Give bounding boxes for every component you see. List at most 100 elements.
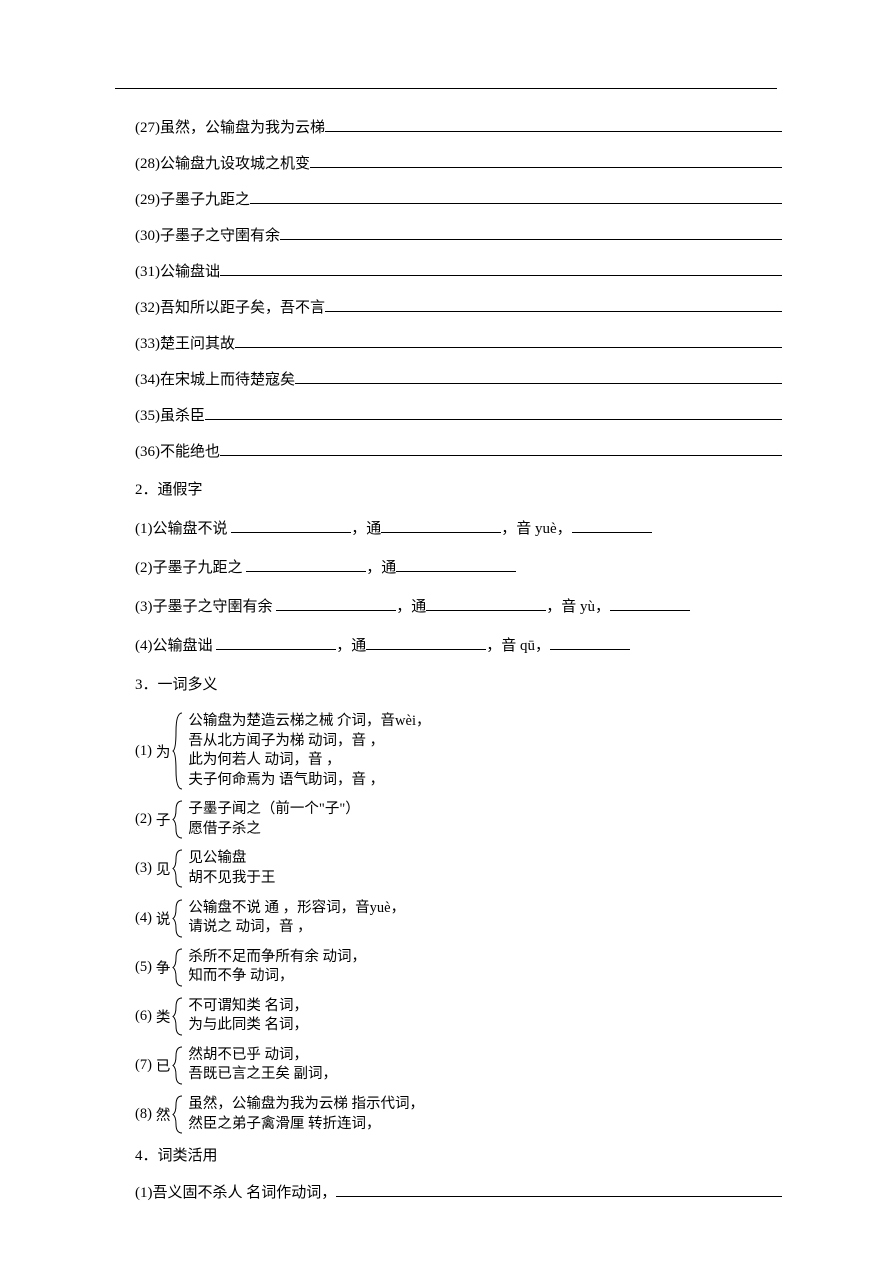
polysemy-line: 为与此同类 名词， (188, 1016, 782, 1036)
brace-icon (172, 849, 184, 888)
item-label: (29)子墨子九距之 (135, 193, 250, 208)
polysemy-item: (6)类不可谓知类 名词，为与此同类 名词， (135, 997, 782, 1036)
answer-blank[interactable] (220, 262, 782, 276)
polysemy-line: 子墨子闻之（前一个"子"） (188, 800, 782, 820)
polysemy-number: (8) (135, 1095, 156, 1134)
polysemy-item: (8)然虽然，公输盘为我为云梯 指示代词，然臣之弟子禽滑厘 转折连词， (135, 1095, 782, 1134)
polysemy-line: 然胡不已乎 动词， (188, 1046, 782, 1066)
item-label: (28)公输盘九设攻城之机变 (135, 157, 310, 172)
section-2-title: 2．通假字 (135, 478, 782, 499)
section-4-title: 4．词类活用 (135, 1144, 782, 1165)
question-item: (28)公输盘九设攻城之机变 (135, 154, 782, 172)
polysemy-char: 已 (156, 1046, 173, 1085)
polysemy-line: 吾既已言之王矣 副词， (188, 1065, 782, 1085)
header-rule (115, 88, 777, 89)
polysemy-body: 公输盘不说 通 ，形容词，音yuè，请说之 动词，音 ， (188, 899, 782, 938)
tongjia-blank[interactable] (366, 636, 486, 650)
polysemy-line: 请说之 动词，音 ， (188, 918, 782, 938)
item-label: (27)虽然，公输盘为我为云梯 (135, 121, 325, 136)
question-item: (27)虽然，公输盘为我为云梯 (135, 118, 782, 136)
tongjia-text: ，通 (366, 560, 396, 576)
item-label: (33)楚王问其故 (135, 337, 235, 352)
polysemy-number: (3) (135, 849, 156, 888)
tongjia-item: (3)子墨子之守圉有余 ，通，音 yù， (135, 595, 782, 616)
answer-blank[interactable] (250, 190, 782, 204)
question-item: (30)子墨子之守圉有余 (135, 226, 782, 244)
answer-blank[interactable] (325, 118, 782, 132)
polysemy-line: 不可谓知类 名词， (188, 997, 782, 1017)
tongjia-text: (2)子墨子九距之 (135, 560, 246, 576)
tongjia-blank[interactable] (381, 519, 501, 533)
polysemy-number: (2) (135, 800, 156, 839)
brace-icon (172, 1095, 184, 1134)
cihuo-item-1: (1)吾义固不杀人 名词作动词， (135, 1183, 782, 1201)
polysemy-body: 虽然，公输盘为我为云梯 指示代词，然臣之弟子禽滑厘 转折连词， (188, 1095, 782, 1134)
brace-icon (172, 948, 184, 987)
brace-icon (172, 997, 184, 1036)
tongjia-item: (1)公输盘不说 ，通，音 yuè， (135, 517, 782, 538)
tongjia-text: (3)子墨子之守圉有余 (135, 599, 276, 615)
question-item: (32)吾知所以距子矣，吾不言 (135, 298, 782, 316)
tongjia-blank[interactable] (246, 558, 366, 572)
brace-icon (172, 1046, 184, 1085)
answer-blank[interactable] (235, 334, 782, 348)
tongjia-blank[interactable] (216, 636, 336, 650)
tongjia-text: ，通 (396, 599, 426, 615)
item-label: (35)虽杀臣 (135, 409, 205, 424)
polysemy-body: 子墨子闻之（前一个"子"）愿借子杀之 (188, 800, 782, 839)
tongjia-text: ，通 (351, 521, 381, 537)
question-item: (35)虽杀臣 (135, 406, 782, 424)
polysemy-line: 见公输盘 (188, 849, 782, 869)
item-label: (30)子墨子之守圉有余 (135, 229, 280, 244)
tongjia-blank[interactable] (610, 597, 690, 611)
polysemy-item: (2)子子墨子闻之（前一个"子"）愿借子杀之 (135, 800, 782, 839)
polysemy-char: 见 (156, 849, 173, 888)
item-label: (34)在宋城上而待楚寇矣 (135, 373, 295, 388)
tongjia-blank[interactable] (426, 597, 546, 611)
polysemy-body: 杀所不足而争所有余 动词，知而不争 动词， (188, 948, 782, 987)
tongjia-blank[interactable] (550, 636, 630, 650)
brace-icon (172, 712, 184, 790)
tongjia-blank[interactable] (231, 519, 351, 533)
tongjia-blank[interactable] (572, 519, 652, 533)
polysemy-line: 然臣之弟子禽滑厘 转折连词， (188, 1115, 782, 1135)
answer-blank[interactable] (295, 370, 782, 384)
polysemy-item: (3)见见公输盘胡不见我于王 (135, 849, 782, 888)
polysemy-line: 公输盘为楚造云梯之械 介词，音wèi， (188, 712, 782, 732)
question-item: (29)子墨子九距之 (135, 190, 782, 208)
brace-icon (172, 899, 184, 938)
tongjia-blank[interactable] (396, 558, 516, 572)
item-label: (36)不能绝也 (135, 445, 220, 460)
polysemy-number: (5) (135, 948, 156, 987)
polysemy-number: (7) (135, 1046, 156, 1085)
brace-icon (172, 800, 184, 839)
answer-blank[interactable] (280, 226, 782, 240)
tongjia-text: (1)公输盘不说 (135, 521, 231, 537)
polysemy-line: 杀所不足而争所有余 动词， (188, 948, 782, 968)
question-item: (36)不能绝也 (135, 442, 782, 460)
polysemy-number: (6) (135, 997, 156, 1036)
polysemy-item: (1)为公输盘为楚造云梯之械 介词，音wèi，吾从北方闻子为梯 动词，音 ，此为… (135, 712, 782, 790)
item-label: (31)公输盘诎 (135, 265, 220, 280)
polysemy-char: 子 (156, 800, 173, 839)
polysemy-char: 为 (156, 712, 173, 790)
item-label: (32)吾知所以距子矣，吾不言 (135, 301, 325, 316)
polysemy-item: (7)已然胡不已乎 动词，吾既已言之王矣 副词， (135, 1046, 782, 1085)
polysemy-char: 类 (156, 997, 173, 1036)
question-item: (33)楚王问其故 (135, 334, 782, 352)
answer-blank[interactable] (325, 298, 782, 312)
answer-blank[interactable] (205, 406, 782, 420)
tongjia-blank[interactable] (276, 597, 396, 611)
cihuo-1-text: (1)吾义固不杀人 名词作动词， (135, 1186, 336, 1201)
question-item: (31)公输盘诎 (135, 262, 782, 280)
polysemy-item: (5)争杀所不足而争所有余 动词，知而不争 动词， (135, 948, 782, 987)
answer-blank[interactable] (220, 442, 782, 456)
polysemy-line: 吾从北方闻子为梯 动词，音 ， (188, 732, 782, 752)
question-item: (34)在宋城上而待楚寇矣 (135, 370, 782, 388)
polysemy-item: (4)说公输盘不说 通 ，形容词，音yuè，请说之 动词，音 ， (135, 899, 782, 938)
answer-blank[interactable] (310, 154, 782, 168)
polysemy-body: 不可谓知类 名词，为与此同类 名词， (188, 997, 782, 1036)
polysemy-char: 然 (156, 1095, 173, 1134)
cihuo-1-blank[interactable] (336, 1183, 782, 1197)
polysemy-char: 争 (156, 948, 173, 987)
